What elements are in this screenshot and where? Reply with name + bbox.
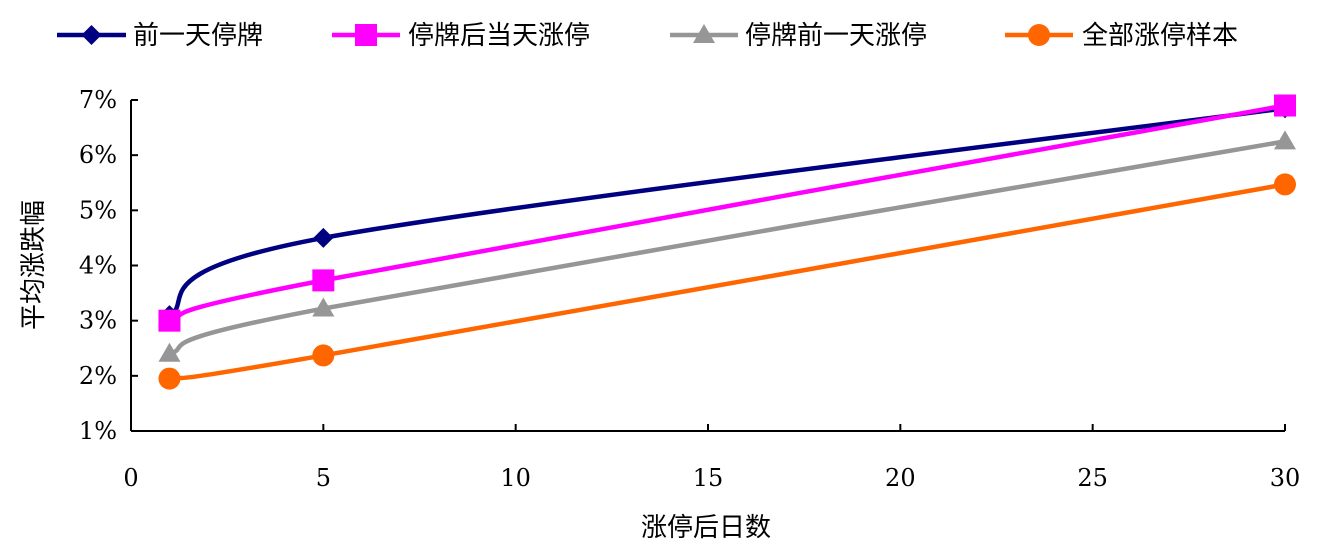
- axes: 1% 2% 3% 4% 5% 6% 7% 0 5 10 15 20 25 30: [79, 86, 1300, 492]
- legend-label: 全部涨停样本: [1082, 21, 1238, 51]
- legend-marker: [1028, 24, 1050, 46]
- legend-item: 停牌前一天涨停: [670, 21, 927, 51]
- x-tick-label: 20: [885, 464, 916, 492]
- data-point: [158, 367, 181, 390]
- data-point: [1274, 173, 1296, 196]
- data-point: [313, 227, 334, 248]
- x-tick-label: 15: [693, 464, 724, 492]
- series-line: [167, 139, 1288, 357]
- y-tick-label: 4%: [79, 252, 117, 280]
- data-point: [312, 297, 335, 317]
- x-tick-label: 30: [1270, 464, 1301, 492]
- data-point: [1274, 94, 1296, 117]
- y-tick-label: 3%: [79, 307, 117, 335]
- legend-item: 停牌后当天涨停: [332, 21, 590, 51]
- y-tick-label: 2%: [79, 362, 117, 390]
- legend-item: 前一天停牌: [57, 21, 263, 51]
- series-line: [167, 106, 1288, 318]
- series-line: [167, 103, 1288, 323]
- data-point: [312, 269, 335, 292]
- legend-item: 全部涨停样本: [1005, 21, 1238, 51]
- y-tick-label: 7%: [79, 86, 117, 114]
- legend-marker: [693, 24, 715, 43]
- legend-label: 停牌前一天涨停: [745, 21, 927, 51]
- data-point: [1274, 130, 1296, 150]
- x-tick-label: 5: [316, 464, 331, 492]
- x-tick-label: 0: [123, 464, 138, 492]
- legend-label: 前一天停牌: [133, 21, 263, 51]
- series-4: [158, 173, 1296, 390]
- series-2: [158, 94, 1296, 332]
- y-tick-label: 6%: [79, 141, 117, 169]
- legend-marker: [81, 25, 102, 45]
- data-point: [312, 344, 335, 367]
- y-axis-title: 平均涨跌幅: [19, 200, 49, 330]
- x-axis-title: 涨停后日数: [641, 513, 771, 543]
- x-tick-label: 25: [1077, 464, 1108, 492]
- series-3: [158, 130, 1296, 362]
- legend: 前一天停牌 停牌后当天涨停 停牌前一天涨停 全部涨停样本: [57, 21, 1238, 51]
- x-tick-label: 10: [500, 464, 531, 492]
- series-line: [167, 182, 1288, 381]
- legend-label: 停牌后当天涨停: [408, 21, 590, 51]
- data-point: [158, 342, 181, 362]
- legend-marker: [355, 24, 377, 46]
- data-point: [158, 309, 181, 332]
- y-tick-label: 1%: [79, 417, 117, 445]
- series-layer: [158, 94, 1296, 390]
- y-tick-label: 5%: [79, 196, 117, 224]
